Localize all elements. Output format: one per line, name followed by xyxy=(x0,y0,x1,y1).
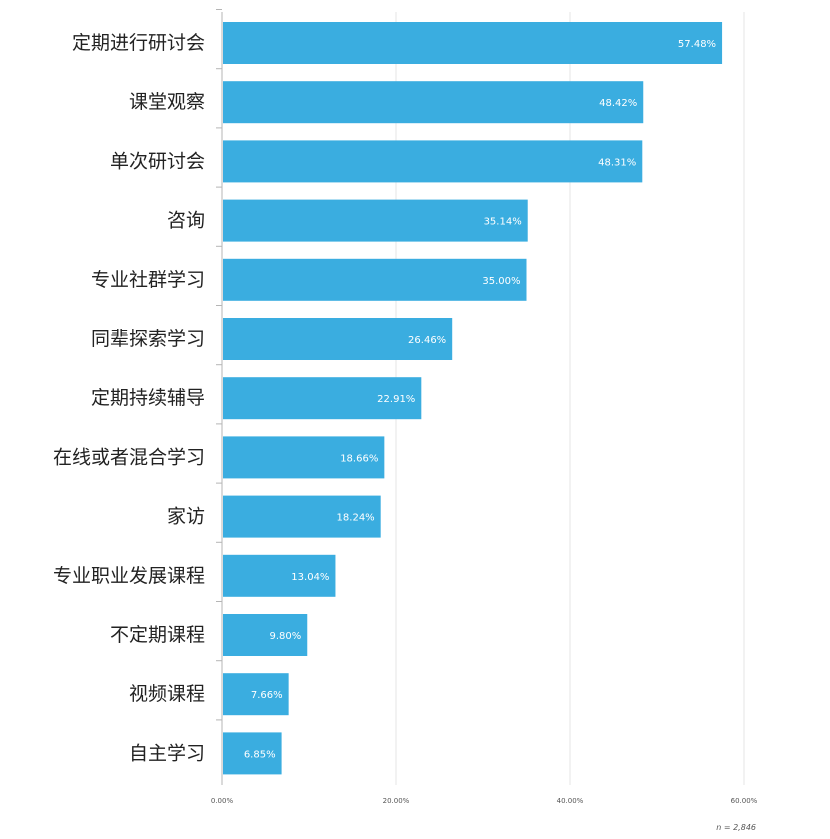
bar xyxy=(223,732,282,775)
bar xyxy=(223,140,643,183)
bar xyxy=(223,377,422,420)
bar xyxy=(223,495,381,538)
sample-size-note: n = 2,846 xyxy=(716,823,756,832)
bar-value-label: 48.42% xyxy=(599,98,637,109)
category-label: 在线或者混合学习 xyxy=(53,446,205,468)
bar-value-label: 9.80% xyxy=(269,631,301,642)
category-label: 单次研讨会 xyxy=(110,150,205,172)
bar-value-label: 26.46% xyxy=(408,335,446,346)
bar-value-label: 18.24% xyxy=(337,513,375,524)
category-label: 不定期课程 xyxy=(110,624,205,646)
bar-value-label: 35.00% xyxy=(482,276,520,287)
bar xyxy=(223,436,385,479)
bar xyxy=(223,673,289,716)
bar-value-label: 7.66% xyxy=(251,690,283,701)
category-label: 定期进行研讨会 xyxy=(72,32,205,54)
bar xyxy=(223,199,528,242)
category-label: 专业职业发展课程 xyxy=(53,565,205,587)
bar-value-label: 35.14% xyxy=(484,217,522,228)
category-label: 视频课程 xyxy=(129,683,205,705)
bar xyxy=(223,22,723,64)
bar-value-label: 57.48% xyxy=(678,39,716,50)
bar-value-label: 22.91% xyxy=(377,394,415,405)
bar-value-label: 18.66% xyxy=(340,453,378,464)
bar xyxy=(223,258,527,301)
bar-value-label: 13.04% xyxy=(291,572,329,583)
bar xyxy=(223,614,308,656)
bars xyxy=(223,22,723,775)
category-label: 家访 xyxy=(167,506,205,528)
bar xyxy=(223,81,644,124)
labels: 0.00% 20.00% 40.00% 60.00% 57.48% 定期进行研讨会 48.4… xyxy=(53,32,758,805)
bar-value-label: 6.85% xyxy=(244,749,276,760)
bar xyxy=(223,554,336,597)
x-tick-label: 20.00% xyxy=(383,797,410,805)
category-axis xyxy=(216,9,223,785)
x-tick-label: 60.00% xyxy=(731,797,758,805)
category-label: 专业社群学习 xyxy=(91,269,205,291)
category-label: 咨询 xyxy=(167,210,205,232)
category-label: 定期持续辅导 xyxy=(91,387,205,409)
x-tick-label: 0.00% xyxy=(211,797,234,805)
x-tick-label: 40.00% xyxy=(557,797,584,805)
category-label: 课堂观察 xyxy=(129,91,205,113)
bar-value-label: 48.31% xyxy=(598,157,636,168)
bar xyxy=(223,318,453,360)
category-label: 自主学习 xyxy=(129,742,205,764)
category-label: 同辈探索学习 xyxy=(91,328,205,350)
grid-lines xyxy=(395,12,745,785)
